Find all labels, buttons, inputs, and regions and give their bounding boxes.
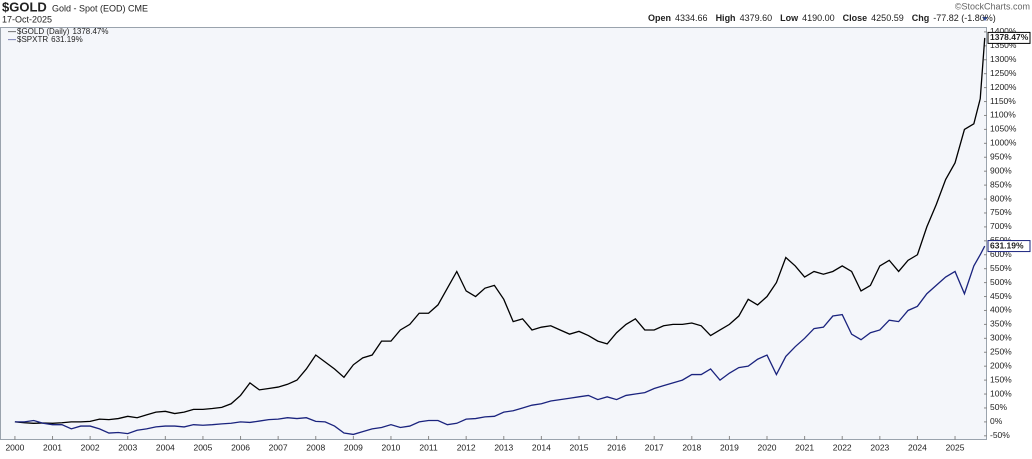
y-tick-label: 1150% <box>990 96 1016 106</box>
x-tick-label: 2002 <box>81 442 100 452</box>
copyright: ©StockCharts.com <box>955 1 1030 11</box>
exchange: CME <box>128 3 148 13</box>
x-tick-label: 2004 <box>156 442 175 452</box>
quote-label: Chg <box>912 13 930 23</box>
end-label-box <box>987 31 1031 44</box>
y-tick-label: 1050% <box>990 124 1017 134</box>
end-label: 631.19% <box>990 240 1024 250</box>
y-tick-label: 50% <box>990 402 1007 412</box>
legend-name: $SPXTR <box>17 35 48 44</box>
x-tick-label: 2017 <box>645 442 664 452</box>
series-line <box>14 37 986 424</box>
x-tick-label: 2022 <box>833 442 852 452</box>
quote-label: Close <box>843 13 868 23</box>
y-tick-label: 800% <box>990 193 1012 203</box>
y-tick-label: 1100% <box>990 110 1016 120</box>
change-arrow <box>982 17 988 21</box>
x-tick-label: 2014 <box>532 442 551 452</box>
quote-value: 4250.59 <box>871 13 904 23</box>
y-tick-label: 0% <box>990 416 1003 426</box>
description: Gold - Spot (EOD) <box>52 3 126 13</box>
x-tick-label: 2006 <box>231 442 250 452</box>
y-tick-label: 500% <box>990 277 1012 287</box>
y-tick-label: 100% <box>990 388 1012 398</box>
x-tick-label: 2000 <box>5 442 24 452</box>
y-tick-label: 900% <box>990 165 1012 175</box>
legend-value: 631.19% <box>51 35 83 44</box>
symbol: $GOLD <box>2 0 47 14</box>
y-tick-label: 200% <box>990 360 1012 370</box>
x-tick-label: 2024 <box>908 442 927 452</box>
series-line <box>14 245 986 436</box>
x-tick-label: 2011 <box>419 442 438 452</box>
quote-label: Open <box>648 13 671 23</box>
y-tick-label: 600% <box>990 249 1012 259</box>
plot-area <box>0 27 987 440</box>
y-tick-label: 150% <box>990 374 1012 384</box>
x-tick-label: 2012 <box>457 442 476 452</box>
legend-swatch: — <box>8 35 16 44</box>
y-tick-label: 350% <box>990 319 1012 329</box>
x-tick-label: 2015 <box>570 442 589 452</box>
y-tick-label: 250% <box>990 347 1012 357</box>
x-tick-label: 2009 <box>344 442 363 452</box>
legend-name: $GOLD (Daily) <box>17 27 70 36</box>
quote-label: High <box>716 13 736 23</box>
x-tick-label: 2016 <box>607 442 626 452</box>
x-tick-label: 2020 <box>758 442 777 452</box>
x-tick-label: 2025 <box>946 442 965 452</box>
end-label: 1378.47% <box>990 32 1029 42</box>
x-tick-label: 2018 <box>682 442 701 452</box>
legend-entry: —$GOLD (Daily) 1378.47% <box>8 27 108 36</box>
quote-value: 4190.00 <box>802 13 835 23</box>
y-tick-label: 1250% <box>990 68 1017 78</box>
x-tick-label: 2021 <box>795 442 814 452</box>
quote: Open 4334.66 High 4379.60 Low 4190.00 Close 425… <box>648 13 996 23</box>
y-tick-label: 850% <box>990 179 1012 189</box>
x-tick-label: 2019 <box>720 442 739 452</box>
x-tick-label: 2010 <box>382 442 401 452</box>
quote-value: 4334.66 <box>675 13 708 23</box>
x-tick-label: 2001 <box>43 442 62 452</box>
legend-swatch: — <box>8 27 16 36</box>
y-tick-label: 400% <box>990 305 1012 315</box>
y-tick-label: 1350% <box>990 40 1017 50</box>
y-tick-label: 700% <box>990 221 1012 231</box>
y-tick-label: 1400% <box>990 26 1017 36</box>
legend-value: 1378.47% <box>72 27 108 36</box>
x-tick-label: 2007 <box>269 442 288 452</box>
quote-value: -77.82 (-1.80%) <box>933 13 996 23</box>
y-tick-label: 950% <box>990 152 1012 162</box>
x-tick-label: 2013 <box>494 442 513 452</box>
quote-value: 4379.60 <box>740 13 773 23</box>
date: 17-Oct-2025 <box>2 14 52 24</box>
y-tick-label: 550% <box>990 263 1012 273</box>
end-label-box <box>987 240 1031 253</box>
x-tick-label: 2005 <box>193 442 212 452</box>
x-tick-label: 2023 <box>870 442 889 452</box>
y-tick-label: 450% <box>990 291 1012 301</box>
y-tick-label: 300% <box>990 333 1012 343</box>
x-tick-label: 2003 <box>118 442 137 452</box>
y-tick-label: -50% <box>990 430 1010 440</box>
y-tick-label: 1200% <box>990 82 1017 92</box>
y-tick-label: 1300% <box>990 54 1017 64</box>
x-tick-label: 2008 <box>306 442 325 452</box>
legend-entry: —$SPXTR 631.19% <box>8 35 83 44</box>
y-tick-label: 1000% <box>990 138 1017 148</box>
quote-label: Low <box>780 13 799 23</box>
y-tick-label: 750% <box>990 207 1012 217</box>
